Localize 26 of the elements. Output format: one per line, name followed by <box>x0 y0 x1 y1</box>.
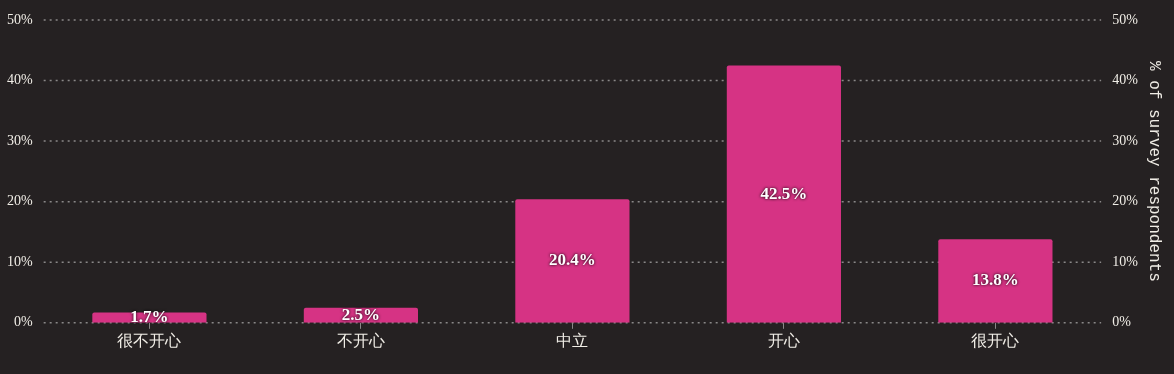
y2-axis-title: % of survey respondents <box>1145 60 1164 282</box>
x-tick-label: 很不开心 <box>117 331 182 349</box>
x-tick-label: 中立 <box>556 331 589 349</box>
y-tick-label: 50% <box>6 11 33 27</box>
x-tick-label: 很开心 <box>971 331 1020 349</box>
y-tick-label: 30% <box>6 132 33 148</box>
y2-tick-label: 40% <box>1112 72 1139 88</box>
y-tick-label: 20% <box>6 193 33 209</box>
y-tick-label: 0% <box>13 314 33 330</box>
y-tick-label: 40% <box>6 72 33 88</box>
data-label: 42.5% <box>760 183 808 203</box>
y2-tick-label: 0% <box>1112 314 1132 330</box>
x-tick-label: 不开心 <box>336 331 385 349</box>
bar <box>938 239 1053 323</box>
y2-tick-label: 20% <box>1112 193 1139 209</box>
y2-tick-label: 10% <box>1112 253 1139 269</box>
bar <box>726 65 841 323</box>
data-label: 13.8% <box>972 270 1019 290</box>
x-tick-label: 开心 <box>767 331 800 349</box>
y-tick-label: 10% <box>6 253 33 269</box>
bar <box>515 199 630 323</box>
y2-tick-label: 50% <box>1112 11 1139 27</box>
y2-tick-label: 30% <box>1112 132 1139 148</box>
data-label: 20.4% <box>549 250 596 270</box>
data-label: 2.5% <box>341 304 381 324</box>
data-label: 1.7% <box>130 307 169 327</box>
